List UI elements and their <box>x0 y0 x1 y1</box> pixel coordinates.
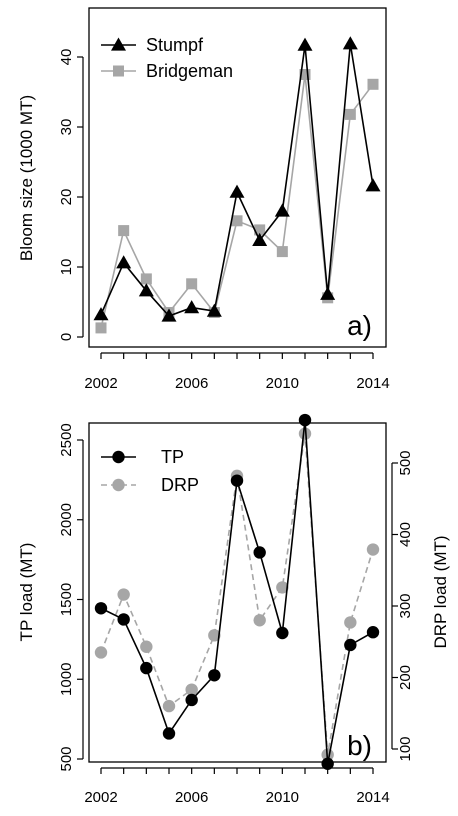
legend-label: DRP <box>161 475 199 495</box>
y2-tick-label: 500 <box>397 450 414 475</box>
y-tick-label: 30 <box>58 119 75 136</box>
x-tick-label: 2014 <box>356 789 389 806</box>
data-point-bridgeman <box>231 215 243 227</box>
panel-label: b) <box>347 730 372 761</box>
data-point-tp <box>162 727 176 740</box>
data-point-tp <box>344 638 357 652</box>
y-tick-label: 40 <box>58 49 75 66</box>
data-point-tp <box>208 669 221 682</box>
data-point-tp <box>276 626 289 640</box>
x-tick-label: 2002 <box>84 375 117 392</box>
panel-b: 2002 2006 2010 2014 500 1000 1500 2000 2500 TP lo… <box>17 413 450 806</box>
data-point-tp <box>253 546 266 559</box>
data-point-bridgeman <box>344 108 356 120</box>
y-tick-label: 500 <box>58 746 75 771</box>
y-tick-label: 0 <box>58 333 75 341</box>
y-axis-label: TP load (MT) <box>17 543 36 642</box>
x-tick-label: 2010 <box>266 789 299 806</box>
data-point-drp <box>94 646 108 659</box>
data-point-tp <box>366 625 380 639</box>
legend-marker-drp <box>112 478 125 492</box>
data-point-stumpf <box>93 307 109 321</box>
legend-marker-bridgeman <box>113 65 124 77</box>
data-point-tp <box>298 413 312 427</box>
data-point-bridgeman <box>299 69 311 80</box>
y2-axis-label: DRP load (MT) <box>431 535 450 648</box>
legend-marker-stumpf <box>111 37 126 51</box>
data-point-drp <box>344 616 357 629</box>
data-point-bridgeman <box>367 78 379 90</box>
legend-marker-tp <box>112 450 125 464</box>
y2-tick-label: 200 <box>397 665 414 690</box>
data-point-bridgeman <box>276 246 288 258</box>
x-tick-label: 2014 <box>356 375 389 392</box>
data-point-stumpf <box>138 283 154 297</box>
data-point-stumpf <box>161 308 177 322</box>
x-tick-label: 2006 <box>175 375 208 392</box>
legend-label: TP <box>161 447 184 467</box>
y-tick-label: 10 <box>58 259 75 276</box>
y2-tick-label: 300 <box>397 593 414 618</box>
data-point-drp <box>162 699 176 713</box>
data-point-stumpf <box>274 203 290 217</box>
data-point-stumpf <box>206 303 222 317</box>
data-point-tp <box>117 613 130 626</box>
data-point-drp <box>253 614 266 627</box>
x-tick-label: 2006 <box>175 789 208 806</box>
data-point-stumpf <box>116 255 132 269</box>
data-point-stumpf <box>365 178 381 192</box>
data-point-stumpf <box>297 37 313 51</box>
data-point-tp <box>94 602 108 615</box>
y-tick-label: 20 <box>58 189 75 206</box>
y-tick-label: 1500 <box>58 583 75 616</box>
data-point-drp <box>208 629 221 642</box>
data-point-tp <box>230 474 244 487</box>
data-point-tp <box>185 693 198 707</box>
y-axis-label: Bloom size (1000 MT) <box>17 95 36 261</box>
data-point-drp <box>185 683 198 696</box>
data-point-drp <box>298 427 312 440</box>
data-point-stumpf <box>229 184 245 198</box>
data-point-drp <box>140 640 153 653</box>
y2-tick-label: 100 <box>397 736 414 761</box>
data-point-stumpf <box>184 300 200 314</box>
panel-label: a) <box>347 310 372 341</box>
data-point-drp <box>276 581 289 594</box>
data-point-bridgeman <box>95 322 107 334</box>
legend-label: Stumpf <box>146 35 204 55</box>
x-tick-label: 2010 <box>266 375 299 392</box>
x-tick-label: 2002 <box>84 789 117 806</box>
data-point-drp <box>117 588 130 601</box>
series-line-bridgeman <box>100 74 374 329</box>
data-point-bridgeman <box>254 224 266 236</box>
data-point-bridgeman <box>186 278 198 290</box>
panel-a: 2002 2006 2010 2014 0 10 20 30 40 Bloom size (100… <box>17 7 390 392</box>
data-point-tp <box>321 757 334 770</box>
plot-frame <box>88 422 387 763</box>
legend-label: Bridgeman <box>146 61 233 81</box>
y2-tick-label: 400 <box>397 522 414 547</box>
data-point-stumpf <box>252 232 268 247</box>
data-point-bridgeman <box>140 273 152 285</box>
y-tick-label: 2000 <box>58 503 75 536</box>
data-point-bridgeman <box>118 225 130 237</box>
plot-frame <box>88 7 387 348</box>
data-point-stumpf <box>342 36 358 50</box>
data-point-tp <box>140 661 153 675</box>
y-tick-label: 2500 <box>58 423 75 456</box>
y-tick-label: 1000 <box>58 663 75 696</box>
data-point-drp <box>366 543 380 556</box>
data-point-stumpf <box>320 286 336 300</box>
